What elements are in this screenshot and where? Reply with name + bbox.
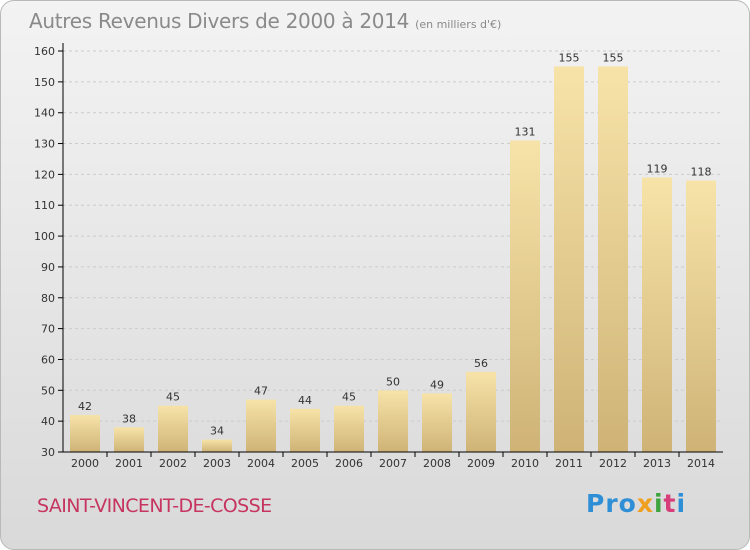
bar-2013 <box>642 177 672 452</box>
bar-value-label: 155 <box>559 51 580 64</box>
bar-2005 <box>290 408 320 452</box>
x-tick-label: 2004 <box>247 457 275 470</box>
x-tick-label: 2013 <box>643 457 671 470</box>
bar-2000 <box>70 414 100 452</box>
x-tick-label: 2010 <box>511 457 539 470</box>
bar-value-label: 45 <box>342 391 356 404</box>
bar-2009 <box>466 371 496 452</box>
bar-chart: 30 40 50 60 70 80 90 100 110 120 130 140 150 160 42 200… <box>34 43 723 470</box>
x-tick-label: 2011 <box>555 457 583 470</box>
bar-2003 <box>202 439 232 452</box>
y-tick-label: 100 <box>34 230 55 243</box>
y-tick-label: 40 <box>41 415 55 428</box>
bar-2014 <box>686 180 716 453</box>
bar-value-label: 118 <box>691 166 712 179</box>
bar-value-label: 155 <box>603 51 624 64</box>
bar-2007 <box>378 390 408 452</box>
bar-value-label: 50 <box>386 375 400 388</box>
x-tick-label: 2005 <box>291 457 319 470</box>
bar-2008 <box>422 393 452 452</box>
x-tick-label: 2003 <box>203 457 231 470</box>
bar-value-label: 119 <box>647 162 668 175</box>
y-tick-label: 50 <box>41 384 55 397</box>
bar-value-label: 42 <box>78 400 92 413</box>
y-tick-label: 90 <box>41 261 55 274</box>
axes <box>58 43 723 457</box>
bar-value-label: 38 <box>122 412 136 425</box>
y-tick-label: 160 <box>34 45 55 58</box>
bar-value-label: 47 <box>254 385 268 398</box>
bar-value-label: 49 <box>430 378 444 391</box>
x-tick-label: 2007 <box>379 457 407 470</box>
bar-value-label: 45 <box>166 391 180 404</box>
y-tick-label: 120 <box>34 168 55 181</box>
bar-2001 <box>114 427 144 452</box>
bar-2006 <box>334 405 364 452</box>
x-tick-label: 2006 <box>335 457 363 470</box>
x-tick-label: 2001 <box>115 457 143 470</box>
bar-2010 <box>510 140 540 452</box>
y-tick-label: 140 <box>34 107 55 120</box>
y-tick-label: 150 <box>34 76 55 89</box>
bar-2011 <box>554 66 584 452</box>
bar-value-label: 56 <box>474 357 488 370</box>
bar-2004 <box>246 399 276 452</box>
bar-value-label: 131 <box>515 125 536 138</box>
bars <box>70 66 716 453</box>
x-tick-label: 2008 <box>423 457 451 470</box>
y-tick-label: 30 <box>41 446 55 459</box>
chart-title-block: Autres Revenus Divers de 2000 à 2014 (en … <box>29 9 501 33</box>
bar-2002 <box>158 405 188 452</box>
chart-unit: (en milliers d'€) <box>415 18 502 31</box>
town-name: SAINT-VINCENT-DE-COSSE <box>37 495 272 517</box>
bar-value-label: 34 <box>210 425 224 438</box>
proxiti-logo: Proxiti <box>586 489 687 518</box>
y-tick-label: 80 <box>41 292 55 305</box>
y-tick-label: 70 <box>41 323 55 336</box>
y-tick-label: 60 <box>41 353 55 366</box>
x-tick-label: 2002 <box>159 457 187 470</box>
x-tick-label: 2009 <box>467 457 495 470</box>
x-tick-label: 2014 <box>687 457 715 470</box>
chart-title: Autres Revenus Divers de 2000 à 2014 <box>29 9 410 33</box>
y-tick-label: 110 <box>34 199 55 212</box>
bar-value-label: 44 <box>298 394 312 407</box>
labels: 30 40 50 60 70 80 90 100 110 120 130 140 150 160 42 200… <box>34 45 715 470</box>
x-tick-label: 2000 <box>71 457 99 470</box>
bar-2012 <box>598 66 628 452</box>
y-tick-label: 130 <box>34 138 55 151</box>
x-tick-label: 2012 <box>599 457 627 470</box>
